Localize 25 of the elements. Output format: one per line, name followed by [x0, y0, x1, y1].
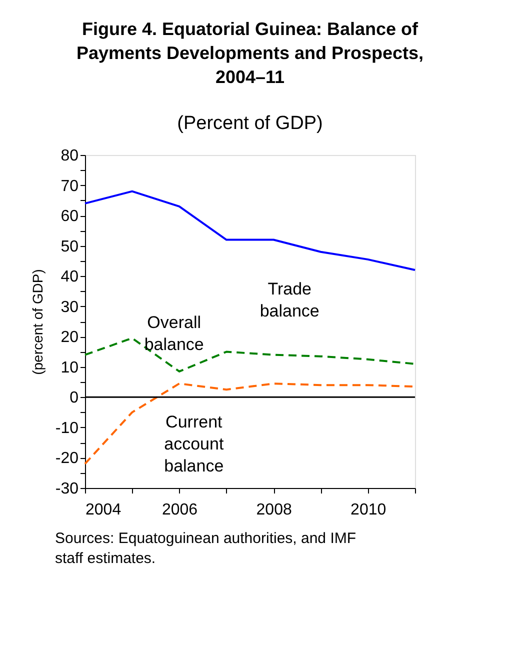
y-axis-title: (percent of GDP) [29, 269, 46, 375]
y-tick-label: 40 [60, 268, 79, 286]
y-tick-label: 0 [70, 390, 79, 407]
x-tick-label: 2004 [86, 502, 122, 518]
series-label: Trade balance [260, 280, 320, 321]
y-tick-label: 70 [60, 178, 79, 195]
y-tick-label: 10 [60, 359, 79, 376]
x-tick-label: 2008 [256, 502, 292, 518]
x-tick-label: 2010 [350, 502, 386, 518]
series-label: Current account balance [164, 412, 224, 476]
chart-subtitle: (Percent of GDP) [177, 113, 323, 134]
y-tick-label: 20 [60, 329, 79, 346]
x-tick-label: 2006 [162, 502, 198, 518]
y-tick-label: 80 [60, 148, 79, 164]
line-series [84, 337, 416, 372]
y-tick-label: 30 [60, 298, 79, 316]
line-series [84, 190, 416, 272]
chart-title: Figure 4. Equatorial Guinea: Balance of Payments Developments and Prospects, 2004–11 [76, 19, 424, 87]
y-tick-label: 50 [60, 238, 79, 256]
series-label: Overall balance [144, 312, 204, 354]
source-note: Sources: Equatoguinean authorities, and IMF staff estimates. [55, 530, 356, 567]
y-tick-label: -30 [55, 480, 79, 498]
y-tick-label: -20 [55, 450, 79, 468]
y-tick-label: -10 [55, 420, 79, 437]
y-tick-label: 60 [60, 208, 79, 226]
